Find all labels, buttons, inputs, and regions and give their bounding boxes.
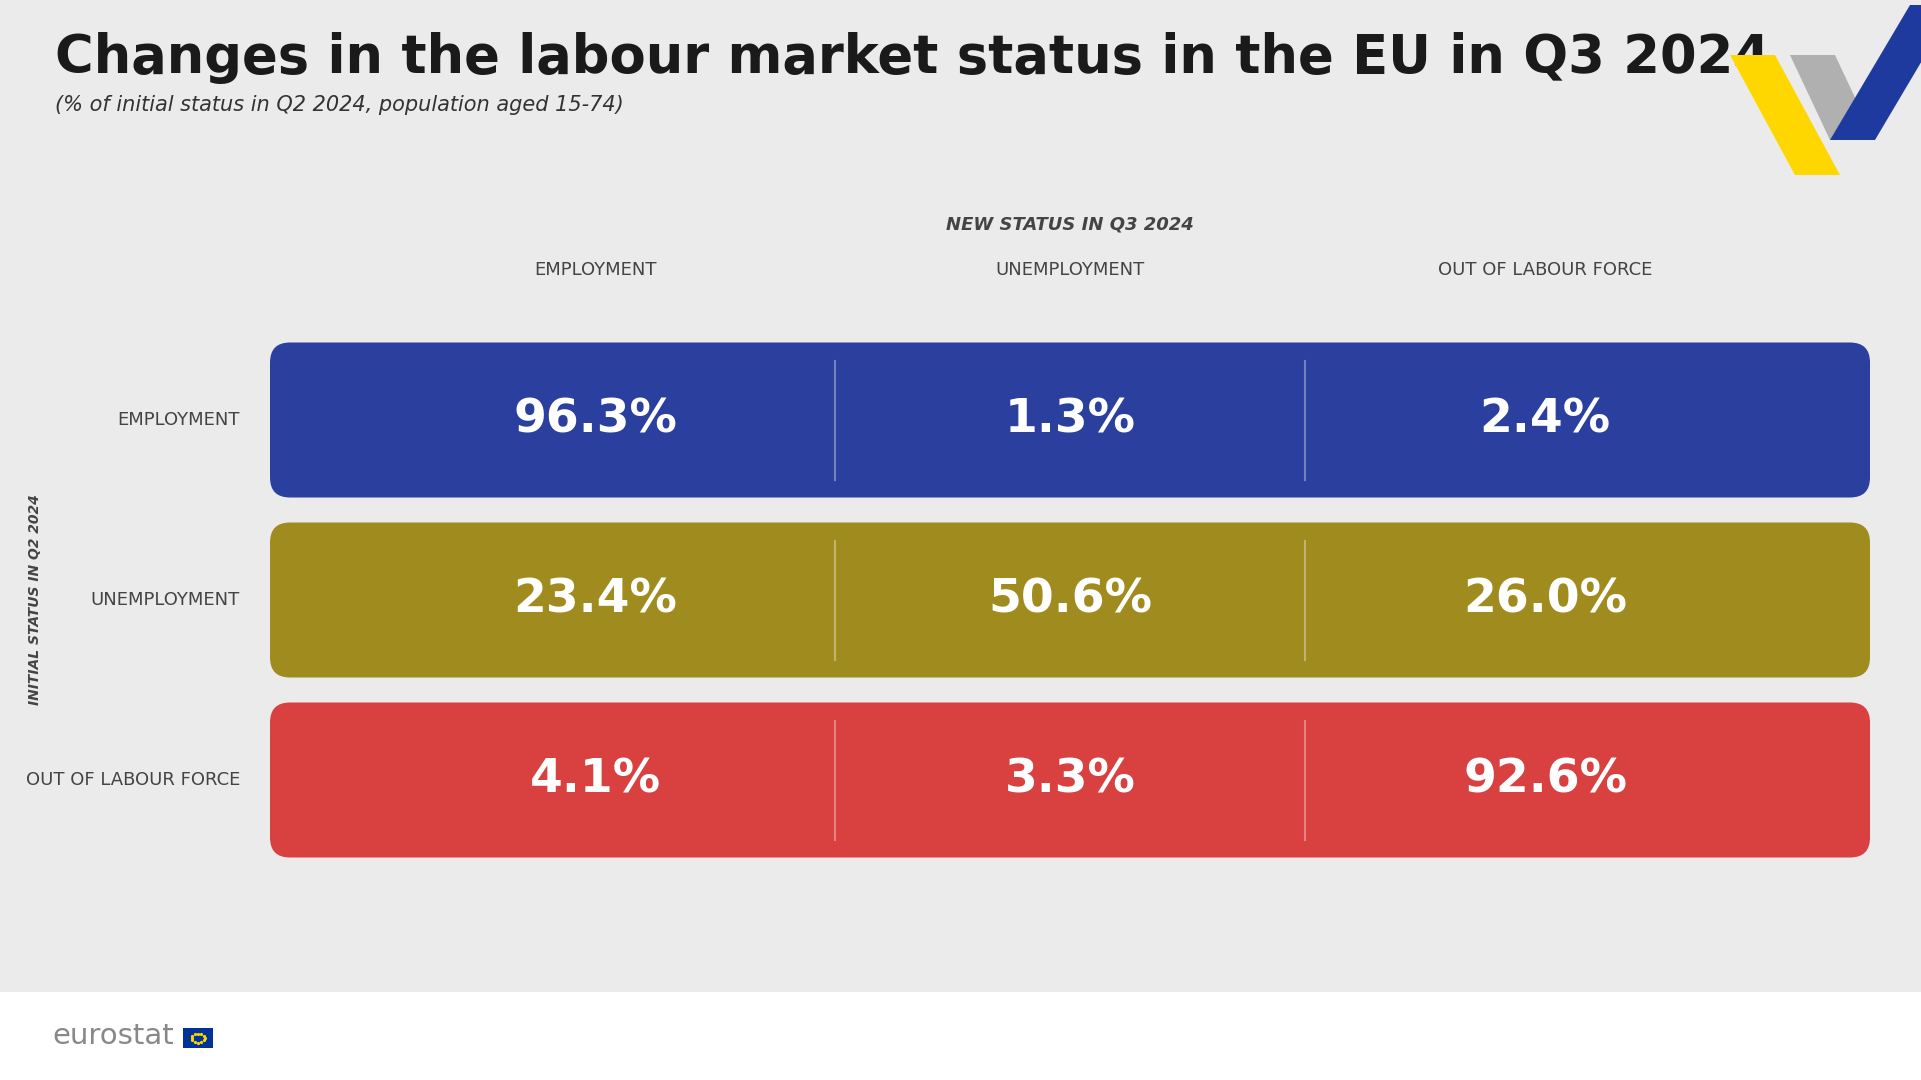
Text: (% of initial status in Q2 2024, population aged 15-74): (% of initial status in Q2 2024, populat…	[56, 95, 624, 114]
Text: OUT OF LABOUR FORCE: OUT OF LABOUR FORCE	[1437, 261, 1652, 279]
Text: 4.1%: 4.1%	[530, 757, 661, 802]
Text: INITIAL STATUS IN Q2 2024: INITIAL STATUS IN Q2 2024	[29, 495, 42, 705]
Bar	[0, 993, 1921, 1080]
Polygon shape	[1831, 5, 1921, 140]
Text: 1.3%: 1.3%	[1005, 397, 1135, 443]
Text: UNEMPLOYMENT: UNEMPLOYMENT	[90, 591, 240, 609]
Text: 26.0%: 26.0%	[1464, 578, 1627, 622]
FancyBboxPatch shape	[271, 702, 1869, 858]
Text: 2.4%: 2.4%	[1479, 397, 1610, 443]
Text: Changes in the labour market status in the EU in Q3 2024: Changes in the labour market status in t…	[56, 32, 1769, 84]
Text: eurostat: eurostat	[52, 1022, 173, 1050]
FancyBboxPatch shape	[271, 342, 1869, 498]
Text: EMPLOYMENT: EMPLOYMENT	[534, 261, 657, 279]
Text: 23.4%: 23.4%	[513, 578, 676, 622]
Text: OUT OF LABOUR FORCE: OUT OF LABOUR FORCE	[25, 771, 240, 789]
FancyBboxPatch shape	[271, 523, 1869, 677]
Bar	[182, 1028, 213, 1048]
Text: NEW STATUS IN Q3 2024: NEW STATUS IN Q3 2024	[947, 216, 1193, 234]
Text: 50.6%: 50.6%	[987, 578, 1153, 622]
Text: 92.6%: 92.6%	[1464, 757, 1627, 802]
Polygon shape	[1790, 55, 1875, 140]
Text: 96.3%: 96.3%	[513, 397, 676, 443]
Polygon shape	[1731, 55, 1840, 175]
Text: UNEMPLOYMENT: UNEMPLOYMENT	[995, 261, 1145, 279]
Text: EMPLOYMENT: EMPLOYMENT	[117, 411, 240, 429]
Text: 3.3%: 3.3%	[1005, 757, 1135, 802]
